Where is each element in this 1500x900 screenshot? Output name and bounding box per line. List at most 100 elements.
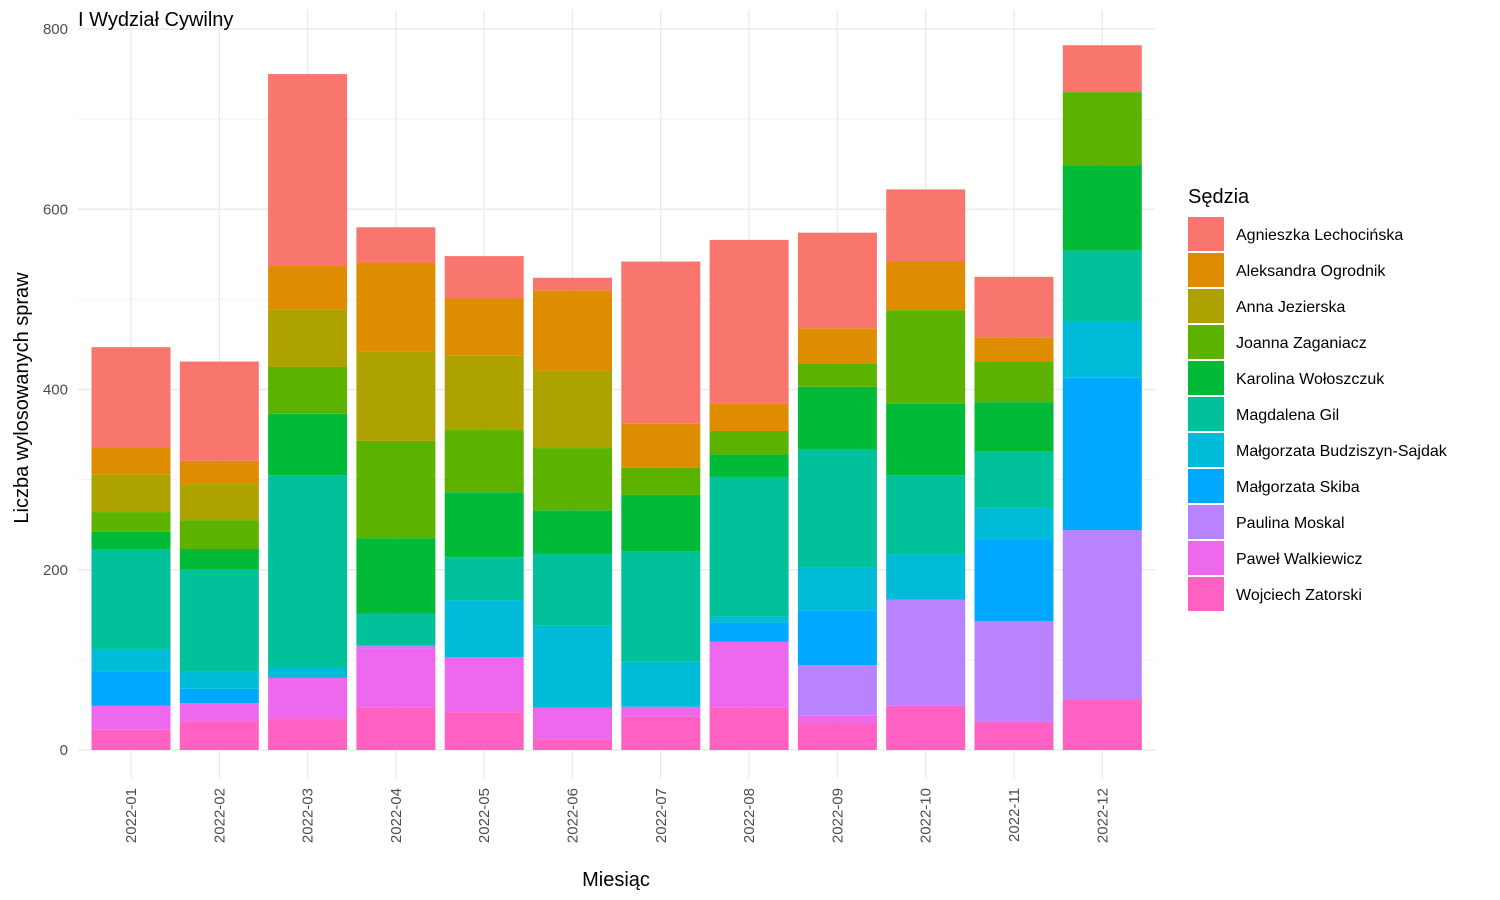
bar-segment	[179, 460, 259, 485]
x-tick-label: 2022-11	[1006, 788, 1023, 842]
bar-segment	[356, 613, 436, 646]
bar-segment	[797, 722, 877, 750]
x-tick-label: 2022-01	[123, 788, 140, 843]
bar-segment	[179, 688, 259, 704]
bar-stack-2022-04	[356, 227, 436, 750]
bar-segment	[974, 402, 1054, 452]
bar-segment	[444, 712, 524, 750]
bar-segment	[356, 648, 436, 708]
bar-segment	[886, 599, 966, 706]
legend-key	[1188, 217, 1224, 251]
bar-segment	[356, 440, 436, 539]
bar-segment	[709, 641, 789, 708]
bar-segment	[444, 657, 524, 713]
bar-segment	[1062, 165, 1142, 251]
legend-key	[1188, 505, 1224, 539]
bar-segment	[268, 74, 348, 267]
legend-item: Paweł Walkiewicz	[1188, 541, 1363, 575]
bar-segment	[797, 567, 877, 611]
bar-segment	[797, 232, 877, 329]
bar-segment	[621, 423, 701, 468]
bar-segment	[974, 540, 1054, 622]
legend-label: Małgorzata Skiba	[1236, 479, 1360, 496]
bar-segment	[1062, 377, 1142, 531]
bar-segment	[268, 309, 348, 367]
legend-label: Agnieszka Lechocińska	[1236, 227, 1403, 244]
bar-stack-2022-01	[91, 347, 171, 750]
legend-label: Paweł Walkiewicz	[1236, 551, 1363, 568]
bar-segment	[356, 351, 436, 441]
bar-segment	[886, 403, 966, 476]
legend-label: Magdalena Gil	[1236, 407, 1339, 424]
y-tick-label: 600	[43, 201, 68, 218]
legend-key	[1188, 325, 1224, 359]
bar-segment	[268, 413, 348, 476]
bar-segment	[709, 454, 789, 477]
legend-item: Aleksandra Ogrodnik	[1188, 253, 1386, 287]
bar-segment	[1062, 250, 1142, 322]
bars	[91, 45, 1142, 750]
bar-segment	[974, 276, 1054, 338]
bar-segment	[444, 492, 524, 558]
bar-stack-2022-05	[444, 256, 524, 750]
bar-segment	[91, 512, 171, 532]
bar-segment	[444, 557, 524, 601]
legend-label: Joanna Zaganiacz	[1236, 335, 1367, 352]
bar-segment	[444, 430, 524, 493]
bar-segment	[444, 298, 524, 356]
legend-key	[1188, 361, 1224, 395]
bar-segment	[974, 722, 1054, 750]
bar-segment	[797, 386, 877, 449]
bar-segment	[91, 474, 171, 513]
bar-segment	[268, 667, 348, 678]
bar-segment	[91, 347, 171, 448]
bar-segment	[621, 716, 701, 750]
bar-stack-2022-06	[533, 277, 612, 750]
x-tick-label: 2022-09	[829, 788, 846, 843]
bar-segment	[91, 671, 171, 706]
bar-segment	[268, 266, 348, 310]
bar-segment	[886, 189, 966, 262]
bar-segment	[709, 707, 789, 750]
bar-segment	[444, 256, 524, 299]
bar-segment	[797, 328, 877, 364]
legend-item: Karolina Wołoszczuk	[1188, 361, 1385, 395]
x-tick-labels: 2022-01 2022-02 2022-03 2022-04 2022-05 2022-…	[123, 788, 1111, 843]
bar-stack-2022-09	[797, 232, 877, 750]
bar-stack-2022-03	[268, 74, 348, 750]
legend-key	[1188, 253, 1224, 287]
bar-segment	[1062, 92, 1142, 166]
bar-segment	[709, 239, 789, 404]
bar-segment	[709, 403, 789, 431]
bar-segment	[444, 355, 524, 431]
bar-segment	[533, 510, 612, 554]
x-tick-label: 2022-02	[211, 788, 228, 843]
y-tick-label: 0	[60, 742, 68, 759]
x-tick-label: 2022-03	[300, 788, 317, 843]
bar-segment	[886, 310, 966, 404]
x-axis-title: Miesiąc	[582, 869, 650, 891]
bar-segment	[91, 531, 171, 550]
x-tick-label: 2022-08	[741, 788, 758, 843]
bar-segment	[533, 625, 612, 708]
bar-segment	[91, 729, 171, 750]
bar-segment	[709, 616, 789, 623]
bar-segment	[1062, 321, 1142, 378]
legend: Sędzia Agnieszka Lechocińska Aleksandra O…	[1188, 186, 1448, 611]
legend-item: Wojciech Zatorski	[1188, 577, 1362, 611]
bar-segment	[533, 277, 612, 291]
bar-segment	[268, 718, 348, 750]
legend-key	[1188, 577, 1224, 611]
bar-segment	[179, 520, 259, 550]
legend-label: Karolina Wołoszczuk	[1236, 371, 1385, 388]
bar-segment	[709, 622, 789, 642]
y-axis-title: Liczba wylosowanych spraw	[11, 272, 33, 524]
legend-key	[1188, 289, 1224, 323]
x-tick-label: 2022-10	[918, 788, 935, 843]
bar-segment	[356, 227, 436, 263]
bar-segment	[1062, 45, 1142, 93]
x-tick-label: 2022-07	[653, 788, 670, 843]
bar-segment	[974, 337, 1054, 362]
bar-segment	[886, 261, 966, 311]
bar-segment	[974, 361, 1054, 403]
